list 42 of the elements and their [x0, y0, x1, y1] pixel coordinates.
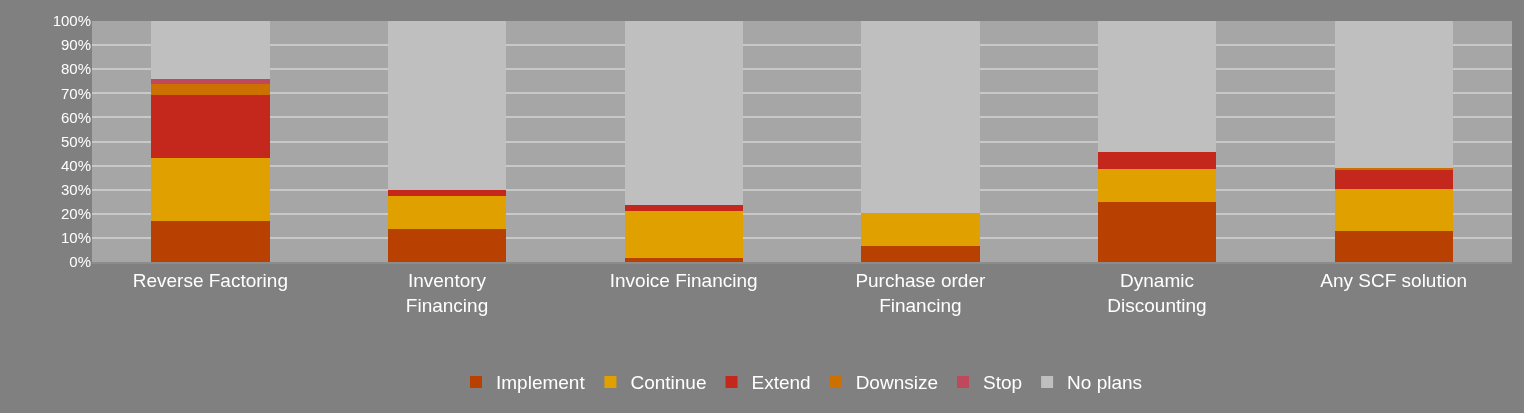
bar — [624, 211, 743, 259]
y-tick-label: 10% — [60, 229, 91, 247]
bar — [1097, 169, 1217, 202]
bar — [861, 212, 980, 247]
bar — [861, 246, 980, 262]
bar — [151, 158, 270, 222]
bar — [151, 221, 270, 262]
y-tick-label: 40% — [60, 156, 91, 174]
legend-label: Implement — [496, 372, 586, 394]
bar — [1334, 170, 1453, 189]
legend-label: Downsize — [855, 372, 939, 394]
bar — [624, 205, 743, 212]
x-tick-label: Purchase order Financing — [855, 269, 986, 316]
legend-label: Extend — [751, 372, 811, 394]
x-tick-label: Reverse Factoring — [132, 269, 288, 291]
y-tick-label: 30% — [60, 180, 91, 198]
y-tick-label: 90% — [60, 36, 91, 54]
y-tick-label: 100% — [52, 12, 91, 30]
bar — [151, 78, 270, 84]
legend-label: No plans — [1067, 372, 1143, 394]
y-tick-label: 70% — [60, 84, 91, 102]
y-tick-label: 50% — [60, 132, 91, 150]
bar — [387, 229, 507, 262]
x-tick-label: Dynamic Discounting — [1107, 269, 1207, 316]
x-tick-label: Inventory Financing — [405, 269, 489, 316]
bar — [624, 258, 743, 262]
bar — [1334, 188, 1453, 231]
legend-label: Stop — [983, 372, 1023, 394]
y-tick-label: 60% — [60, 108, 91, 126]
bar — [1097, 152, 1217, 170]
y-tick-label: 0% — [69, 253, 91, 271]
bar — [387, 195, 507, 230]
bar — [1334, 230, 1453, 262]
bar — [1097, 201, 1217, 262]
bar — [151, 94, 270, 159]
y-tick-label: 80% — [60, 60, 91, 78]
bar — [387, 189, 507, 196]
legend-label: Continue — [630, 372, 707, 394]
x-tick-label: Any SCF solution — [1320, 269, 1468, 291]
x-tick-label: Invoice Financing — [609, 269, 758, 291]
y-tick-label: 20% — [60, 205, 91, 223]
bar — [151, 83, 270, 95]
